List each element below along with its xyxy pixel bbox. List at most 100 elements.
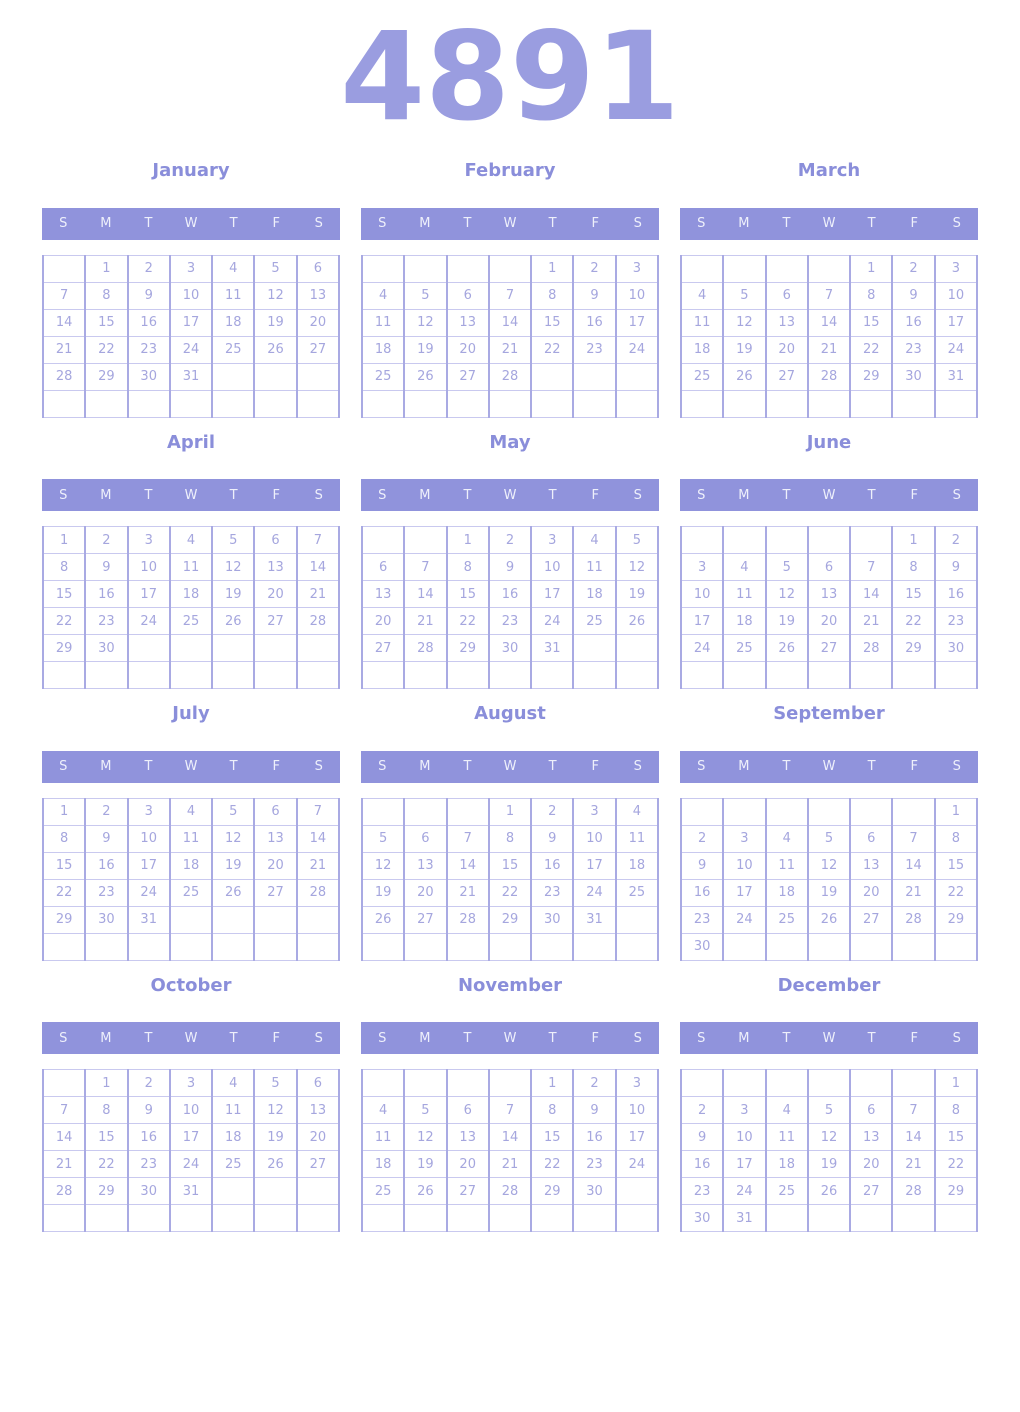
day-cell: 15: [84, 308, 128, 337]
day-cell: [487, 254, 532, 283]
day-cell: [891, 797, 935, 826]
week-row: 8 9 10 11 12 13 14: [41, 824, 341, 853]
day-cell: 4: [360, 1096, 405, 1125]
day-cell: 14: [41, 1123, 86, 1152]
day-cell: 21: [849, 607, 893, 636]
day-cell: [806, 1069, 851, 1098]
day-cell: 15: [530, 308, 574, 337]
day-cell: 3: [572, 797, 616, 826]
day-cell: [41, 1204, 86, 1233]
day-cell: 20: [445, 1150, 489, 1179]
day-cell: 18: [764, 878, 808, 907]
day-cell: 25: [168, 607, 213, 636]
week-row: [679, 661, 979, 690]
day-cell: 6: [403, 824, 447, 853]
day-cell: 30: [487, 634, 532, 663]
month-name: November: [457, 974, 563, 996]
day-cell: [403, 661, 447, 690]
day-cell: [487, 389, 532, 418]
weekday-label: S: [697, 759, 706, 775]
week-row: 10 11 12 13 14 15 16: [679, 580, 979, 609]
day-cell: 31: [126, 905, 170, 934]
week-row: 15 16 17 18 19 20 21: [41, 580, 341, 609]
day-cell: 13: [806, 580, 851, 609]
day-cell: 15: [445, 580, 489, 609]
day-cell: [41, 1069, 86, 1098]
day-cell: 15: [849, 308, 893, 337]
weekday-label: T: [144, 1030, 153, 1046]
day-cell: 17: [722, 878, 766, 907]
day-cell: [360, 254, 405, 283]
day-cell: 24: [679, 634, 724, 663]
day-cell: 20: [403, 878, 447, 907]
day-cell: 10: [168, 281, 213, 310]
day-cell: 25: [211, 335, 255, 364]
day-cell: [614, 661, 660, 690]
day-cell: [572, 661, 616, 690]
day-cell: 25: [764, 905, 808, 934]
day-cell: 26: [360, 905, 405, 934]
day-cell: 13: [849, 1123, 893, 1152]
day-cell: [211, 362, 255, 391]
weekday-label: S: [952, 216, 961, 232]
day-cell: 21: [295, 851, 341, 880]
day-cell: 8: [445, 553, 489, 582]
day-cell: [211, 389, 255, 418]
week-row: 29 30: [41, 634, 341, 663]
day-cell: 3: [679, 553, 724, 582]
month-days-table: 1 2 3 4 5 6 7 8 9 10 11 12 13 14 15 16 17 18 19 20 21 22 23 24 2…: [360, 797, 660, 961]
day-cell: [403, 932, 447, 961]
day-cell: 15: [84, 1123, 128, 1152]
day-cell: 17: [126, 580, 170, 609]
week-row: 20 21 22 23 24 25 26: [360, 607, 660, 636]
weekday-label: S: [952, 759, 961, 775]
day-cell: 25: [679, 362, 724, 391]
month-days-body: 1 2 3 4 5 6 7 8 9 10 11 12 13 14 15 16 17 18 19 20 21 22 23 24 2…: [41, 1069, 341, 1233]
day-cell: 9: [891, 281, 935, 310]
day-cell: 16: [84, 851, 128, 880]
day-cell: [764, 526, 808, 555]
day-cell: 1: [933, 1069, 979, 1098]
month-name: June: [806, 431, 852, 453]
day-cell: 13: [849, 851, 893, 880]
day-cell: [168, 1204, 213, 1233]
day-cell: 11: [764, 1123, 808, 1152]
week-row: [41, 389, 341, 418]
day-cell: [614, 634, 660, 663]
weekday-label: T: [548, 216, 557, 232]
month-days-table: 1 2 3 4 5 6 7 8 9 10 11 12 13 14 15 16 17 18 19 20 21 22 23 24 2…: [679, 797, 979, 961]
day-cell: [530, 362, 574, 391]
day-cell: 28: [891, 1177, 935, 1206]
day-cell: 19: [614, 580, 660, 609]
week-row: 21 22 23 24 25 26 27: [41, 335, 341, 364]
day-cell: 2: [84, 797, 128, 826]
day-cell: 21: [295, 580, 341, 609]
day-cell: 17: [126, 851, 170, 880]
day-cell: [849, 1069, 893, 1098]
day-cell: [295, 932, 341, 961]
day-cell: [295, 905, 341, 934]
month-days-table: 1 2 3 4 5 6 7 8 9 10 11 12 13 14 15 16 17 18 19 20 21 22 23 24 2…: [679, 526, 979, 690]
month-days-body: 1 2 3 4 5 6 7 8 9 10 11 12 13 14 15 16 17 18 19 20 21 22 23 24 2…: [360, 254, 660, 418]
day-cell: 3: [933, 254, 979, 283]
day-cell: 25: [572, 607, 616, 636]
day-cell: 6: [849, 824, 893, 853]
day-cell: 11: [614, 824, 660, 853]
week-row: 26 27 28 29 30 31: [360, 905, 660, 934]
weekday-label: M: [419, 487, 431, 503]
weekday-label: W: [184, 759, 198, 775]
day-cell: 3: [168, 254, 213, 283]
day-cell: [849, 932, 893, 961]
weekday-label: S: [952, 487, 961, 503]
day-cell: 25: [211, 1150, 255, 1179]
day-cell: 12: [253, 281, 297, 310]
day-cell: 5: [211, 797, 255, 826]
day-cell: 9: [572, 281, 616, 310]
day-cell: [572, 634, 616, 663]
